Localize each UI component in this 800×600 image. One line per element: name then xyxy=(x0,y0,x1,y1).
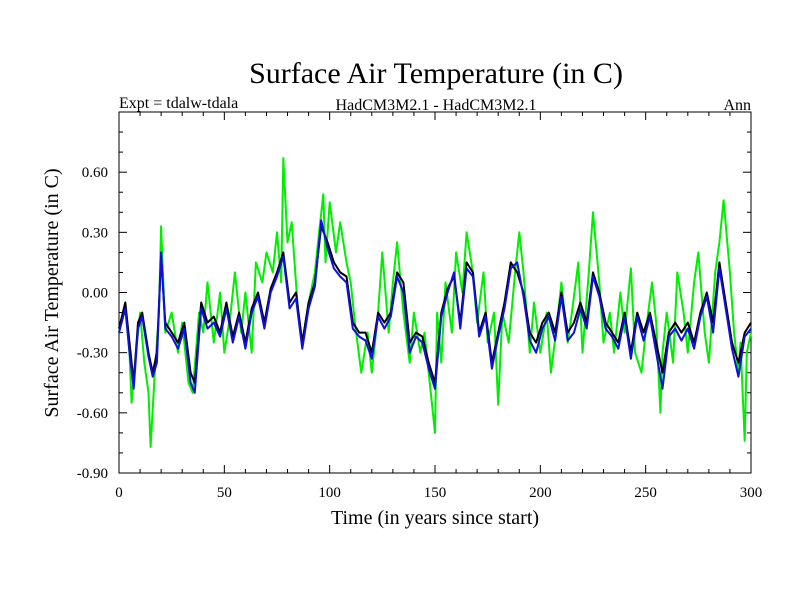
y-tick-label: 0.00 xyxy=(82,286,108,302)
series-line-black xyxy=(118,225,752,384)
y-tick-label: -0.60 xyxy=(77,406,108,422)
x-tick-label: 300 xyxy=(740,485,763,501)
x-tick-label: 250 xyxy=(634,485,657,501)
x-tick-label: 0 xyxy=(115,485,123,501)
y-tick-label: 0.30 xyxy=(82,225,108,241)
series-line-green xyxy=(118,157,752,448)
experiment-label: Expt = tdalw-tdala xyxy=(119,95,238,112)
series-lines xyxy=(118,157,752,448)
x-axis-label: Time (in years since start) xyxy=(331,507,539,529)
y-tick-label: 0.60 xyxy=(82,165,108,181)
model-label: HadCM3M2.1 - HadCM3M2.1 xyxy=(336,97,537,114)
y-axis: -0.90 -0.60 -0.30 0.00 0.30 0.60 xyxy=(77,111,751,482)
y-tick-label: -0.30 xyxy=(77,346,108,362)
x-tick-label: 50 xyxy=(217,485,232,501)
x-tick-label: 100 xyxy=(318,485,341,501)
y-axis-label: Surface Air Temperature (in C) xyxy=(41,168,63,417)
x-axis: 0 50 100 150 200 250 300 xyxy=(115,112,762,501)
chart-title: Surface Air Temperature (in C) xyxy=(249,57,623,90)
season-label: Ann xyxy=(723,97,751,114)
x-tick-label: 200 xyxy=(529,485,552,501)
x-tick-label: 150 xyxy=(424,485,447,501)
series-line-blue xyxy=(118,219,752,394)
y-tick-label: -0.90 xyxy=(77,466,108,482)
